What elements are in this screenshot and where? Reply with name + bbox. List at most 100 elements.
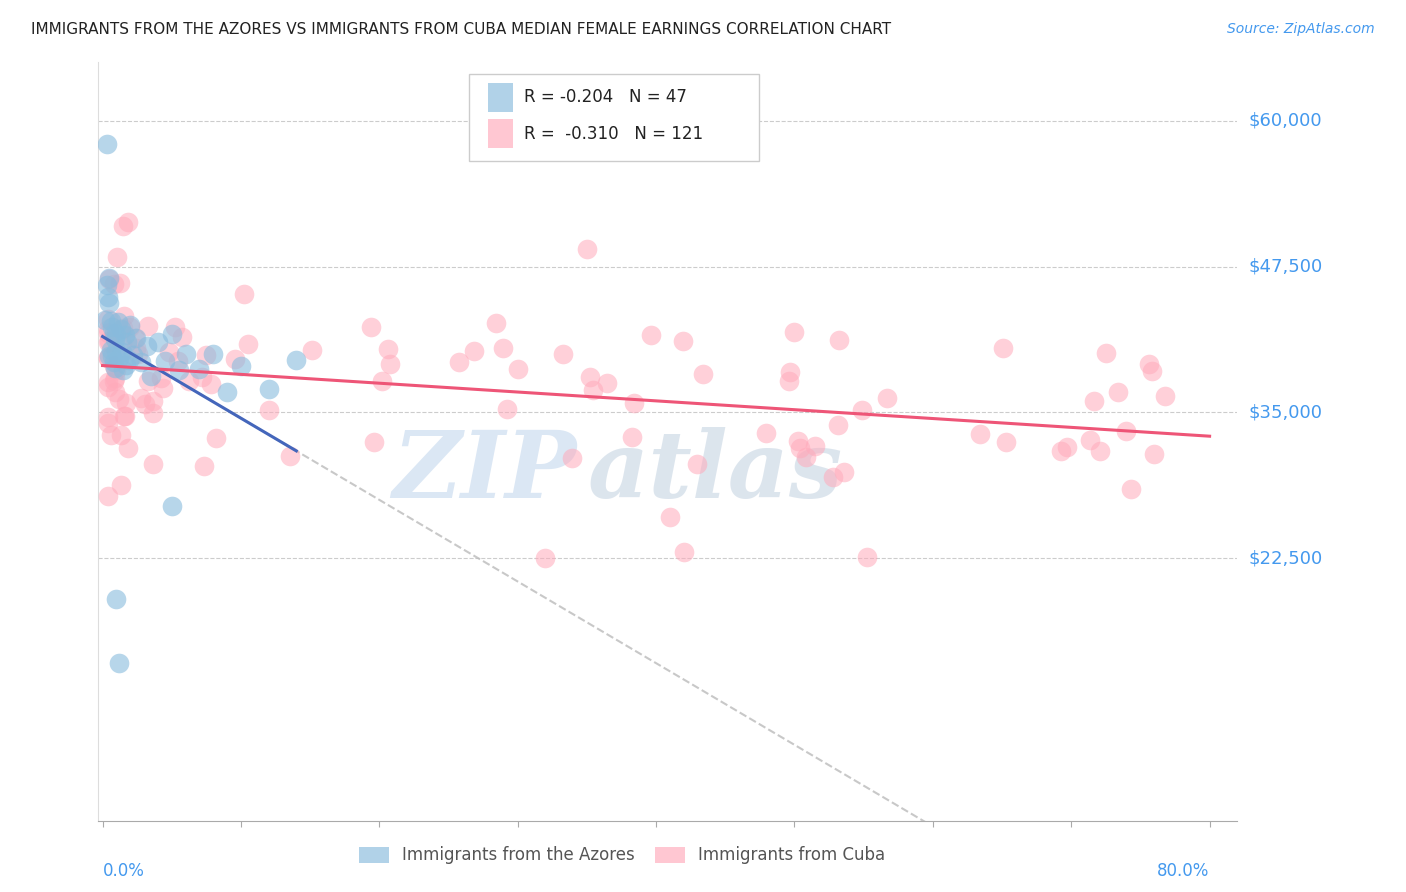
Text: R = -0.204   N = 47: R = -0.204 N = 47 bbox=[524, 88, 688, 106]
Point bbox=[789, 441, 811, 455]
Point bbox=[285, 352, 308, 367]
Point bbox=[172, 330, 194, 344]
Point bbox=[1143, 446, 1166, 460]
Point bbox=[97, 489, 120, 503]
Point bbox=[991, 341, 1014, 355]
Point bbox=[165, 320, 187, 334]
Point bbox=[107, 392, 129, 406]
Text: 80.0%: 80.0% bbox=[1157, 863, 1209, 880]
Point bbox=[969, 426, 991, 441]
Point bbox=[229, 359, 252, 373]
Point bbox=[1119, 482, 1142, 496]
Point bbox=[224, 352, 246, 367]
Text: R =  -0.310   N = 121: R = -0.310 N = 121 bbox=[524, 125, 703, 143]
Point bbox=[1050, 444, 1073, 458]
Point bbox=[579, 370, 602, 384]
Point bbox=[103, 355, 125, 369]
Point bbox=[125, 331, 148, 345]
Point bbox=[103, 374, 125, 388]
Point bbox=[167, 363, 190, 377]
Point bbox=[136, 374, 159, 388]
Legend: Immigrants from the Azores, Immigrants from Cuba: Immigrants from the Azores, Immigrants f… bbox=[354, 841, 890, 869]
Point bbox=[103, 326, 125, 340]
Point bbox=[131, 355, 153, 369]
Point bbox=[146, 335, 169, 350]
Point bbox=[114, 328, 136, 343]
Point bbox=[105, 326, 128, 341]
Point bbox=[157, 344, 180, 359]
Point bbox=[108, 351, 131, 365]
Point bbox=[257, 402, 280, 417]
Point bbox=[117, 442, 139, 456]
Point bbox=[1140, 364, 1163, 378]
Point bbox=[202, 347, 225, 361]
Point bbox=[111, 336, 134, 351]
Point bbox=[103, 359, 125, 373]
Point bbox=[377, 342, 399, 356]
Point bbox=[97, 290, 120, 304]
Point bbox=[104, 384, 127, 399]
Point bbox=[110, 478, 132, 492]
Point bbox=[380, 357, 402, 371]
Point bbox=[803, 439, 825, 453]
Point bbox=[994, 434, 1017, 449]
Text: 0.0%: 0.0% bbox=[103, 863, 145, 880]
Point bbox=[111, 345, 134, 359]
Point bbox=[110, 321, 132, 335]
Point bbox=[97, 351, 120, 366]
Point bbox=[1154, 389, 1177, 403]
Point bbox=[553, 346, 575, 360]
Point bbox=[233, 287, 256, 301]
Point bbox=[200, 377, 222, 392]
FancyBboxPatch shape bbox=[488, 120, 513, 148]
Point bbox=[659, 510, 682, 524]
Point bbox=[686, 457, 709, 471]
Point bbox=[692, 367, 714, 381]
Point bbox=[112, 320, 135, 334]
Point bbox=[188, 361, 211, 376]
Text: atlas: atlas bbox=[588, 427, 844, 516]
Point bbox=[582, 384, 605, 398]
Point bbox=[110, 323, 132, 337]
Point bbox=[236, 336, 259, 351]
Point bbox=[112, 409, 135, 423]
Point bbox=[828, 333, 851, 347]
Point bbox=[495, 401, 517, 416]
Point bbox=[97, 409, 120, 424]
Point bbox=[561, 451, 583, 466]
Point bbox=[104, 332, 127, 346]
Point bbox=[485, 316, 508, 330]
Point bbox=[100, 428, 122, 442]
Point bbox=[118, 352, 141, 367]
Point bbox=[117, 215, 139, 229]
Point bbox=[110, 277, 132, 291]
Point bbox=[96, 137, 118, 152]
Point bbox=[257, 382, 280, 396]
Point bbox=[1107, 384, 1129, 399]
Point bbox=[1083, 393, 1105, 408]
Point bbox=[534, 551, 557, 566]
Point bbox=[97, 335, 120, 350]
Point bbox=[595, 376, 617, 390]
Point bbox=[623, 396, 645, 410]
Point bbox=[301, 343, 323, 357]
Point bbox=[104, 361, 127, 376]
Point bbox=[96, 277, 118, 292]
Point bbox=[105, 250, 128, 264]
Point bbox=[492, 341, 515, 355]
Point bbox=[152, 381, 174, 395]
Point bbox=[672, 334, 695, 348]
Text: $22,500: $22,500 bbox=[1249, 549, 1323, 567]
Point bbox=[110, 428, 132, 442]
Point bbox=[160, 499, 183, 513]
Point bbox=[105, 362, 128, 376]
Point bbox=[174, 347, 197, 361]
Point bbox=[114, 409, 136, 423]
Point bbox=[449, 354, 471, 368]
Point bbox=[97, 311, 120, 326]
Point bbox=[575, 242, 598, 256]
Point bbox=[278, 450, 301, 464]
Point bbox=[107, 315, 129, 329]
Point bbox=[832, 465, 855, 479]
FancyBboxPatch shape bbox=[488, 83, 513, 112]
